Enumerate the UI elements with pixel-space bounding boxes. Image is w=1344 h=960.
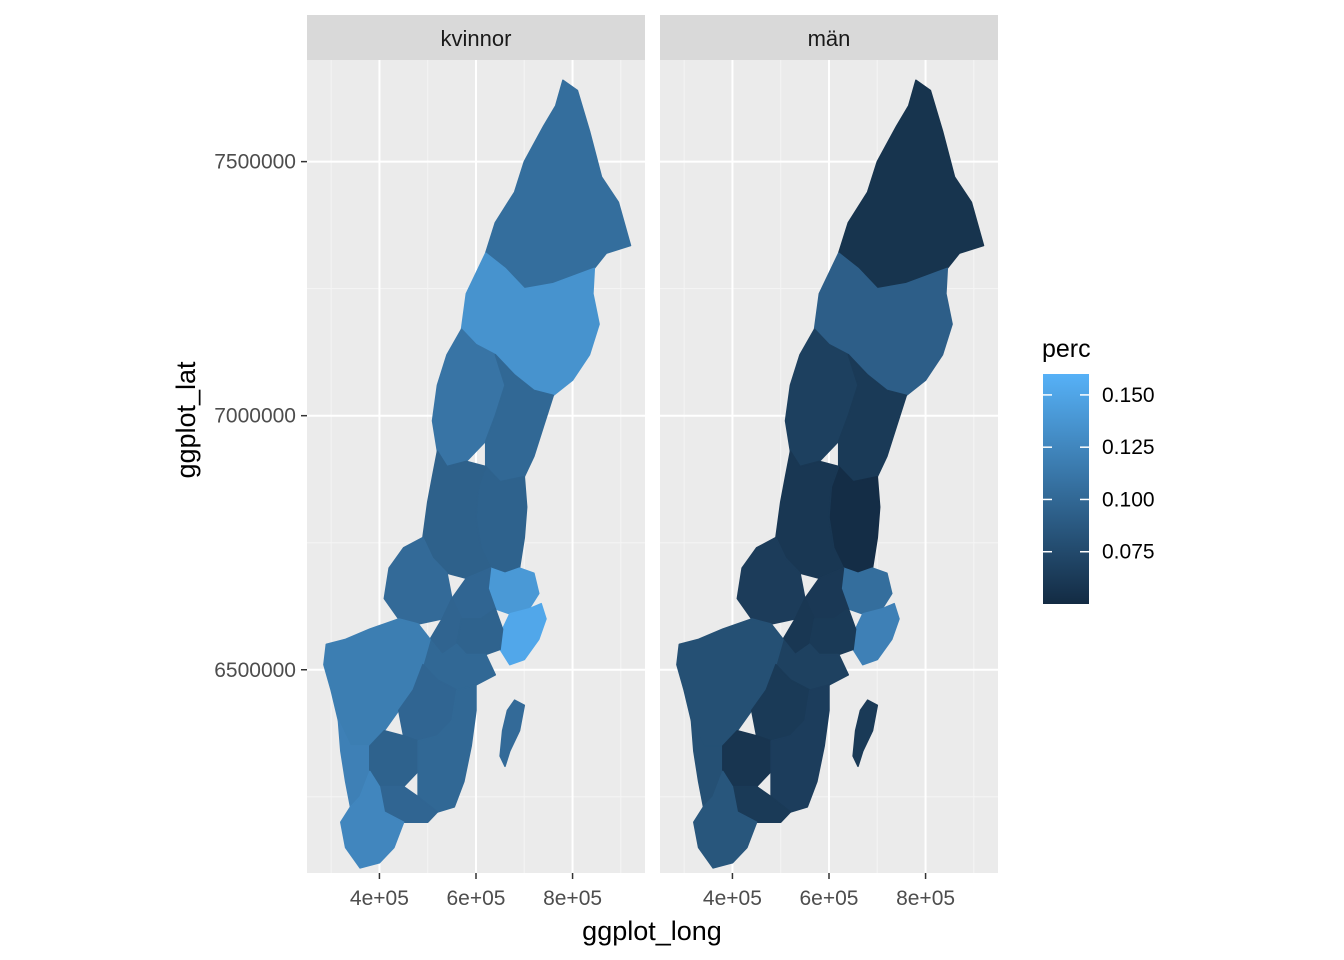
legend-title: perc bbox=[1042, 335, 1091, 363]
x-tick-label: 4e+05 bbox=[350, 887, 409, 910]
facet-strip-label: kvinnor bbox=[441, 26, 512, 51]
legend-tick-label: 0.125 bbox=[1102, 436, 1155, 459]
region-skane bbox=[340, 770, 405, 869]
y-tick-label: 7000000 bbox=[214, 405, 296, 428]
region-kronoberg bbox=[722, 729, 772, 788]
facet-strip bbox=[307, 15, 645, 60]
region-kronoberg bbox=[369, 729, 419, 788]
legend: perc 0.075 0.100 0.125 0.150 bbox=[1042, 335, 1155, 604]
x-tick-label: 6e+05 bbox=[447, 887, 506, 910]
legend-tick-label: 0.075 bbox=[1102, 541, 1155, 564]
map-regions bbox=[676, 79, 985, 869]
legend-tick-label: 0.150 bbox=[1102, 384, 1155, 407]
legend-colorbar bbox=[1043, 374, 1089, 604]
y-tick-label: 7500000 bbox=[214, 151, 296, 174]
facet-strip-label: män bbox=[808, 26, 851, 51]
x-axis: 4e+05 6e+05 8e+05 4e+05 6e+05 8e+05 bbox=[350, 873, 955, 910]
facet-strip bbox=[660, 15, 998, 60]
region-gotland bbox=[499, 699, 526, 768]
y-tick-label: 6500000 bbox=[214, 659, 296, 682]
facet-panel-0: kvinnor bbox=[307, 15, 645, 873]
x-tick-label: 6e+05 bbox=[800, 887, 859, 910]
y-axis-title: ggplot_lat bbox=[171, 361, 201, 479]
facet-panels: kvinnor män bbox=[307, 15, 998, 873]
legend-tick-label: 0.100 bbox=[1102, 488, 1155, 511]
x-tick-label: 8e+05 bbox=[543, 887, 602, 910]
facet-panel-1: män bbox=[660, 15, 998, 873]
x-axis-title: ggplot_long bbox=[582, 916, 722, 946]
x-tick-label: 8e+05 bbox=[896, 887, 955, 910]
region-gotland bbox=[852, 699, 879, 768]
map-regions bbox=[323, 79, 632, 869]
region-skane bbox=[693, 770, 758, 869]
y-axis: 6500000 7000000 7500000 bbox=[214, 151, 307, 682]
x-tick-label: 4e+05 bbox=[703, 887, 762, 910]
